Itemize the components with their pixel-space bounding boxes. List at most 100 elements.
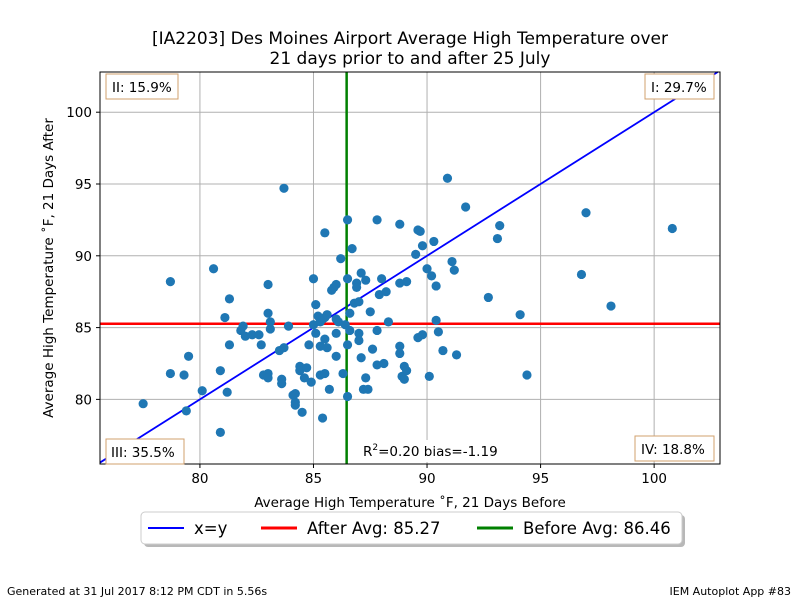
data-point (265, 317, 275, 327)
data-point (442, 173, 453, 183)
data-point (399, 374, 409, 384)
data-point (345, 325, 355, 336)
data-point (222, 387, 232, 397)
data-point (363, 384, 373, 394)
data-point (383, 317, 394, 327)
data-point (576, 269, 587, 280)
data-point (354, 297, 364, 307)
chart-title: [IA2203] Des Moines Airport Average High… (152, 29, 668, 49)
data-point (263, 279, 273, 290)
data-point (367, 344, 378, 354)
data-point (379, 358, 389, 369)
data-point (336, 254, 346, 264)
data-point (347, 244, 357, 254)
data-point (215, 366, 225, 376)
y-tick-label: 85 (75, 321, 92, 337)
data-point (372, 215, 382, 225)
stats-text: R2=0.20 bias=-1.19 (363, 443, 498, 460)
quadrant-q2-label: II: 15.9% (112, 80, 172, 96)
data-point (254, 330, 264, 340)
data-point (361, 373, 371, 383)
legend: x=y After Avg: 85.27 Before Avg: 86.46 (140, 511, 685, 547)
data-point (265, 324, 275, 334)
legend-label-x-equals-y: x=y (194, 519, 228, 538)
data-point (451, 350, 462, 360)
data-point (283, 321, 294, 331)
data-point (401, 366, 412, 376)
data-point (447, 256, 457, 267)
x-tick-label: 90 (418, 471, 435, 487)
data-point (290, 389, 300, 399)
data-point (361, 275, 371, 285)
data-point (311, 300, 321, 310)
data-point (356, 353, 366, 363)
data-point (417, 241, 428, 251)
data-point (263, 373, 273, 383)
quadrant-q4-box: IV: 18.8% (634, 435, 715, 462)
data-point (424, 371, 434, 382)
x-axis-label: Average High Temperature ˚F, 21 Days Bef… (254, 494, 566, 511)
data-point (263, 308, 273, 318)
data-point (302, 363, 312, 373)
data-point (342, 274, 353, 284)
data-point (417, 330, 428, 340)
data-point (181, 406, 191, 416)
data-point (165, 277, 176, 287)
quadrant-q4-label: IV: 18.8% (641, 442, 705, 458)
data-point (324, 384, 334, 394)
data-point (492, 233, 503, 244)
data-point (279, 343, 289, 353)
x-equals-y-line (99, 71, 719, 464)
data-point (342, 215, 353, 225)
data-point (311, 328, 321, 338)
data-point (215, 427, 225, 438)
data-point (581, 208, 591, 218)
data-point (183, 351, 194, 361)
plot-area (100, 72, 720, 464)
axis-ticks: 80 85 90 95 100 80 85 90 95 100 (66, 105, 667, 487)
data-point (415, 226, 425, 236)
data-point (322, 343, 332, 353)
data-point (395, 219, 405, 229)
y-axis-label: Average High Temperature ˚F, 21 Days Aft… (40, 118, 57, 418)
data-point (331, 351, 341, 361)
data-point (372, 325, 382, 336)
x-tick-label: 85 (305, 471, 322, 487)
data-point (401, 277, 412, 287)
data-point (354, 328, 364, 338)
chart-subtitle: 21 days prior to and after 25 July (270, 49, 551, 69)
data-point (208, 264, 219, 274)
quadrant-q3-label: III: 35.5% (111, 445, 175, 461)
data-point (331, 279, 341, 290)
data-point (395, 348, 405, 359)
data-point (426, 271, 437, 281)
y-tick-label: 80 (75, 392, 92, 408)
stats-background (356, 440, 514, 462)
footer-app-text: IEM Autoplot App #83 (669, 585, 792, 598)
data-point (290, 400, 300, 410)
y-tick-label: 95 (75, 177, 92, 193)
data-point (345, 308, 355, 318)
data-point (522, 370, 532, 380)
data-points (138, 173, 677, 438)
data-point (320, 228, 330, 238)
data-point (297, 407, 307, 417)
data-point (422, 264, 432, 274)
data-point (352, 282, 362, 292)
data-point (320, 334, 330, 344)
data-point (247, 330, 257, 340)
data-point (322, 310, 332, 320)
data-point (429, 236, 439, 247)
x-tick-label: 80 (191, 471, 208, 487)
data-point (431, 281, 441, 291)
data-point (461, 202, 471, 212)
data-point (431, 315, 441, 326)
data-point (138, 399, 148, 409)
data-point (220, 312, 230, 323)
data-point (606, 301, 616, 311)
data-point (308, 274, 319, 284)
data-point (224, 294, 235, 304)
y-tick-label: 100 (66, 105, 92, 121)
data-point (438, 345, 448, 356)
